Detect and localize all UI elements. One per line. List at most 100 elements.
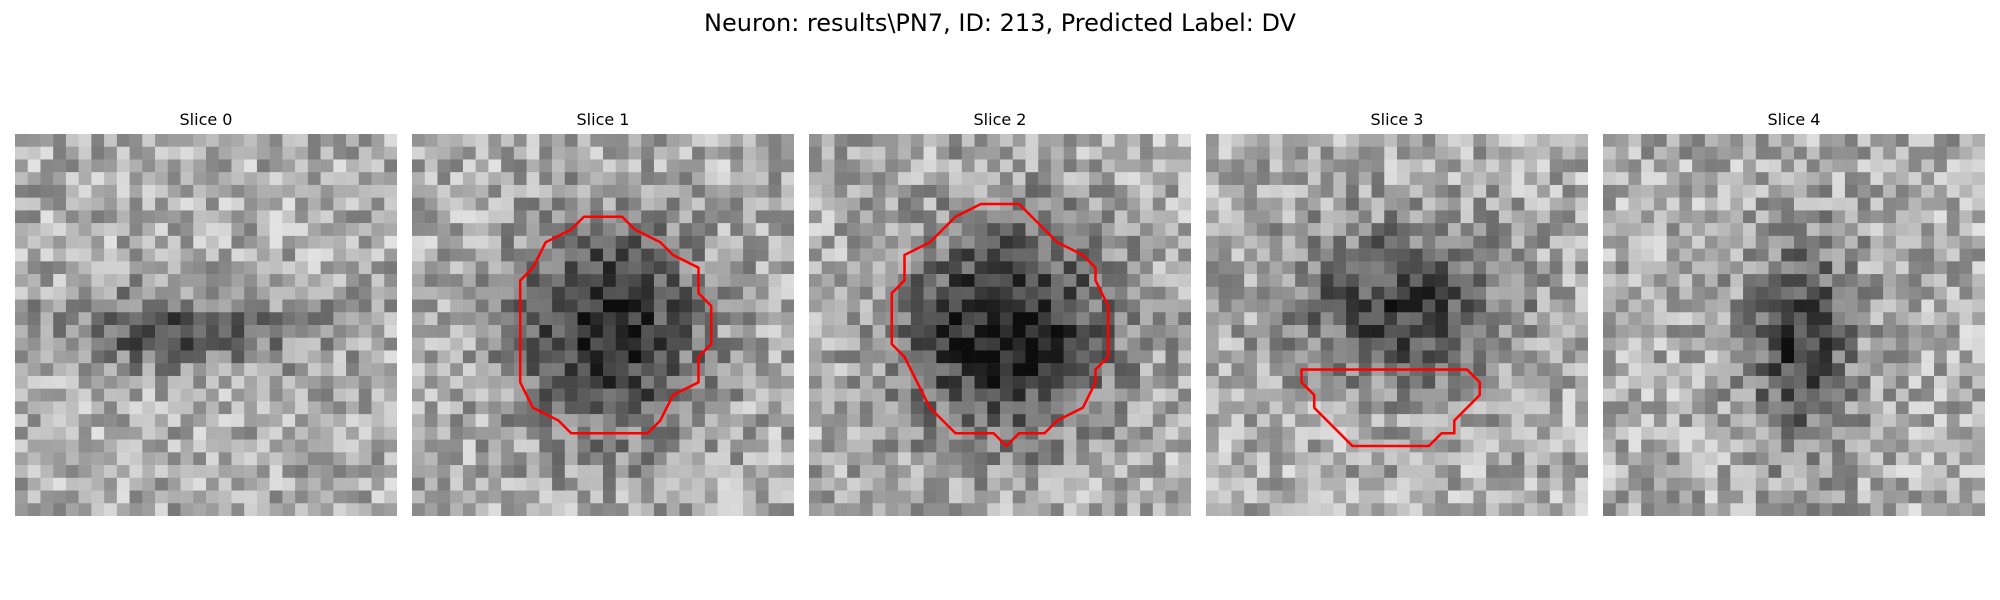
pixel — [1256, 286, 1270, 300]
pixel — [1666, 184, 1680, 198]
pixel — [231, 172, 245, 186]
pixel — [501, 325, 515, 338]
pixel — [679, 210, 693, 224]
pixel — [155, 337, 169, 351]
pixel — [206, 414, 219, 428]
pixel — [1422, 197, 1436, 211]
pixel — [256, 172, 270, 186]
pixel — [384, 465, 397, 479]
pixel — [1269, 235, 1283, 249]
pixel — [1679, 210, 1693, 224]
pixel — [269, 235, 283, 249]
pixel — [1768, 248, 1782, 262]
pixel — [1012, 172, 1026, 186]
pixel — [1063, 503, 1077, 516]
pixel — [590, 235, 604, 249]
pixel — [1794, 325, 1807, 338]
pixel — [577, 350, 591, 364]
pixel — [1524, 261, 1538, 275]
pixel — [1140, 414, 1154, 428]
pixel — [1883, 375, 1897, 389]
pixel — [1692, 159, 1706, 173]
pixel — [898, 503, 912, 516]
pixel — [1295, 388, 1309, 402]
pixel — [641, 184, 655, 198]
pixel — [949, 184, 963, 198]
pixel — [231, 312, 245, 326]
pixel — [206, 299, 219, 313]
pixel — [1857, 172, 1871, 186]
pixel — [501, 401, 515, 415]
pixel — [781, 223, 794, 237]
pixel — [1435, 134, 1449, 147]
pixel — [552, 299, 566, 313]
pixel — [1717, 426, 1731, 440]
pixel — [1575, 223, 1588, 237]
pixel — [885, 159, 899, 173]
pixel — [1384, 248, 1398, 262]
pixel — [295, 388, 309, 402]
pixel — [1755, 452, 1769, 466]
pixel — [475, 312, 489, 326]
pixel — [1895, 248, 1909, 262]
pixel — [384, 197, 397, 211]
pixel — [936, 274, 950, 288]
pixel — [116, 210, 130, 224]
pixel — [1231, 477, 1245, 491]
pixel — [590, 452, 604, 466]
pixel — [256, 401, 270, 415]
pixel — [1165, 159, 1179, 173]
pixel — [1832, 274, 1846, 288]
pixel — [1206, 337, 1219, 351]
pixel — [1447, 439, 1461, 453]
pixel — [1295, 146, 1309, 160]
pixel — [564, 184, 578, 198]
pixel — [1038, 261, 1052, 275]
pixel — [1178, 337, 1191, 351]
pixel — [295, 426, 309, 440]
pixel — [1447, 350, 1461, 364]
pixel — [1152, 363, 1166, 377]
pixel — [1717, 159, 1731, 173]
pixel — [1127, 261, 1141, 275]
pixel — [1575, 159, 1588, 173]
pixel — [358, 299, 372, 313]
pixel — [371, 146, 385, 160]
pixel — [1127, 197, 1141, 211]
pixel — [1486, 375, 1500, 389]
pixel — [1844, 363, 1858, 377]
pixel — [1206, 350, 1219, 364]
pixel — [1603, 388, 1616, 402]
pixel — [1511, 172, 1525, 186]
pixel — [526, 159, 540, 173]
pixel — [412, 439, 425, 453]
pixel — [987, 414, 1001, 428]
pixel — [475, 363, 489, 377]
pixel — [513, 210, 527, 224]
pixel — [1422, 274, 1436, 288]
pixel — [1358, 172, 1372, 186]
pixel — [1806, 197, 1820, 211]
pixel — [628, 248, 642, 262]
pixel — [1679, 184, 1693, 198]
pixel — [1653, 325, 1667, 338]
pixel — [1435, 159, 1449, 173]
pixel — [809, 388, 822, 402]
pixel — [167, 490, 181, 504]
pixel — [1946, 274, 1960, 288]
pixel — [1562, 439, 1576, 453]
pixel — [821, 146, 835, 160]
pixel — [27, 337, 41, 351]
pixel — [282, 363, 296, 377]
pixel — [1101, 261, 1115, 275]
pixel — [859, 286, 873, 300]
pixel — [1883, 274, 1897, 288]
pixel — [564, 261, 578, 275]
pixel — [704, 375, 718, 389]
pixel — [193, 172, 207, 186]
pixel — [295, 363, 309, 377]
pixel — [1076, 146, 1090, 160]
pixel — [1537, 223, 1551, 237]
pixel — [1498, 401, 1512, 415]
pixel — [1717, 337, 1731, 351]
